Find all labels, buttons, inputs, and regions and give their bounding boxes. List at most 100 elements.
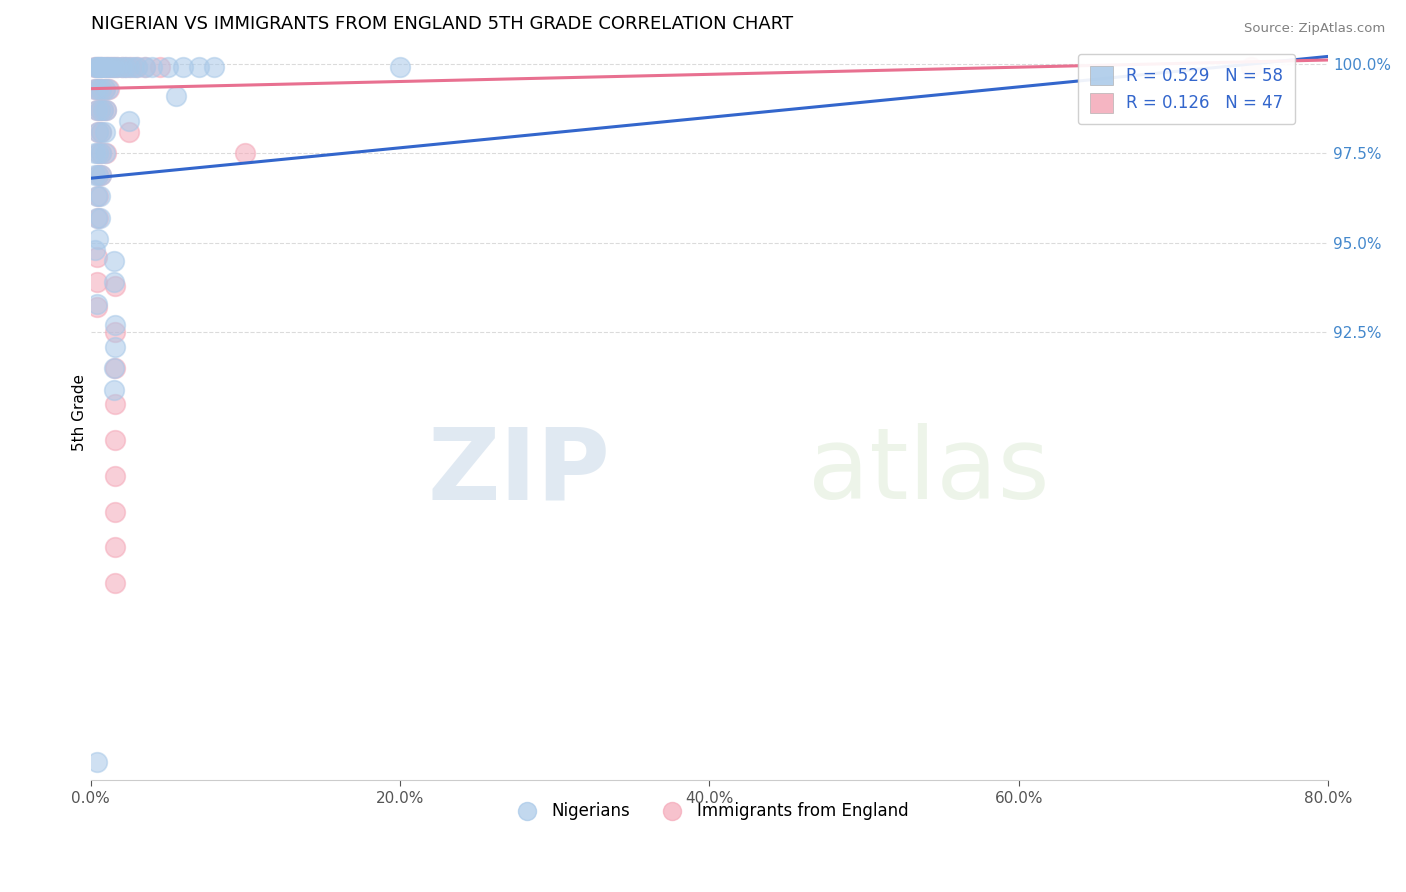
Point <box>104 318 127 333</box>
Point <box>93 60 115 74</box>
Point <box>93 146 115 161</box>
Point <box>87 125 110 139</box>
Point <box>97 60 120 74</box>
Point <box>84 81 107 95</box>
Point <box>89 103 111 118</box>
Point <box>90 168 112 182</box>
Point <box>84 146 107 161</box>
Point <box>89 211 111 225</box>
Point <box>91 103 114 118</box>
Point <box>104 340 127 354</box>
Point <box>165 88 187 103</box>
Point <box>86 250 108 264</box>
Point <box>84 60 107 74</box>
Point <box>86 103 108 118</box>
Point <box>104 504 127 518</box>
Point <box>84 168 107 182</box>
Point <box>90 60 112 74</box>
Point <box>125 60 148 74</box>
Point <box>87 60 110 74</box>
Point <box>87 232 110 246</box>
Point <box>86 296 108 310</box>
Point <box>90 81 112 95</box>
Point <box>149 60 172 74</box>
Point <box>1240 60 1263 74</box>
Point <box>86 300 108 314</box>
Point <box>97 60 120 74</box>
Point <box>94 103 117 118</box>
Point <box>90 125 112 139</box>
Point <box>84 81 107 95</box>
Point <box>100 60 122 74</box>
Point <box>104 326 127 340</box>
Point <box>105 60 128 74</box>
Point <box>90 81 112 95</box>
Text: NIGERIAN VS IMMIGRANTS FROM ENGLAND 5TH GRADE CORRELATION CHART: NIGERIAN VS IMMIGRANTS FROM ENGLAND 5TH … <box>90 15 793 33</box>
Point <box>100 60 122 74</box>
Point <box>115 60 138 74</box>
Text: Source: ZipAtlas.com: Source: ZipAtlas.com <box>1244 22 1385 36</box>
Point <box>86 103 108 118</box>
Point <box>87 60 110 74</box>
Point <box>104 576 127 591</box>
Point <box>104 397 127 411</box>
Point <box>86 60 108 74</box>
Point <box>103 60 125 74</box>
Point <box>141 60 163 74</box>
Point <box>134 60 156 74</box>
Point <box>87 81 110 95</box>
Point <box>89 60 111 74</box>
Text: ZIP: ZIP <box>427 424 610 520</box>
Point <box>104 361 127 376</box>
Point <box>156 60 179 74</box>
Point <box>118 60 141 74</box>
Point <box>87 125 110 139</box>
Point <box>84 60 107 74</box>
Point <box>103 275 125 289</box>
Point <box>104 433 127 447</box>
Point <box>89 189 111 203</box>
Point <box>87 146 110 161</box>
Point <box>94 60 117 74</box>
Point <box>104 468 127 483</box>
Point <box>118 114 141 128</box>
Point <box>187 60 209 74</box>
Point <box>86 211 108 225</box>
Point <box>90 146 112 161</box>
Point <box>87 168 110 182</box>
Point <box>90 168 112 182</box>
Point <box>90 125 112 139</box>
Point <box>87 81 110 95</box>
Point <box>87 189 110 203</box>
Point <box>233 146 256 161</box>
Point <box>94 146 117 161</box>
Point <box>86 756 108 770</box>
Point <box>202 60 225 74</box>
Point <box>103 60 125 74</box>
Point <box>134 60 156 74</box>
Point <box>110 60 132 74</box>
Point <box>90 60 112 74</box>
Point <box>125 60 148 74</box>
Point <box>91 103 114 118</box>
Point <box>93 125 115 139</box>
Point <box>84 243 107 257</box>
Point <box>94 103 117 118</box>
Point <box>97 81 120 95</box>
Point <box>93 81 115 95</box>
Point <box>104 278 127 293</box>
Point <box>87 211 110 225</box>
Point <box>122 60 145 74</box>
Point <box>87 146 110 161</box>
Point <box>93 81 115 95</box>
Point <box>87 168 110 182</box>
Point <box>91 60 114 74</box>
Point <box>89 103 111 118</box>
Point <box>103 383 125 397</box>
Point <box>104 541 127 555</box>
Point <box>103 361 125 376</box>
Point <box>90 146 112 161</box>
Text: atlas: atlas <box>808 424 1050 520</box>
Point <box>103 253 125 268</box>
Point <box>172 60 194 74</box>
